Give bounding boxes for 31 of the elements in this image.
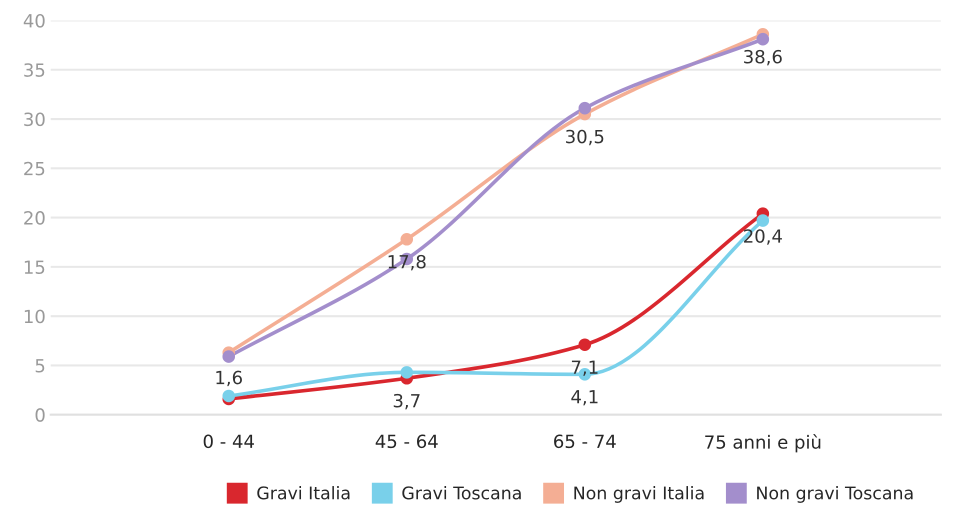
y-tick-label: 25 [24,162,44,176]
x-tick-label: 0 - 44 [204,434,254,448]
data-label: 38,6 [744,50,782,66]
data-label: 4,1 [571,390,598,406]
y-tick-label: 40 [24,14,45,28]
y-tick-label: 15 [24,260,44,274]
point [400,366,414,379]
x-tick-label: 75 anni e più [705,434,820,452]
point [578,338,592,352]
data-label: 3,7 [394,394,420,410]
point [222,390,236,402]
y-tick-label: 10 [24,310,45,324]
x-tick-label: 45 - 64 [376,434,438,448]
y-tick-label: 30 [24,112,45,126]
legend-label: Non gravi Toscana [757,486,913,503]
legend-label: Gravi Italia [257,486,350,500]
data-label: 20,4 [744,229,782,245]
y-tick-label: 0 [36,408,45,422]
data-label: 30,5 [566,130,604,146]
point [756,214,770,227]
data-label: 1,6 [216,370,242,386]
point [400,233,414,246]
x-tick-label: 65 - 74 [554,434,616,448]
y-tick-label: 35 [24,63,44,77]
y-tick-label: 20 [24,211,45,225]
point [756,32,770,46]
point [578,102,592,114]
legend-label: Non gravi Italia [574,486,704,503]
point [222,350,236,363]
legend-label: Gravi Toscana [402,486,521,500]
y-tick-label: 5 [36,359,44,373]
